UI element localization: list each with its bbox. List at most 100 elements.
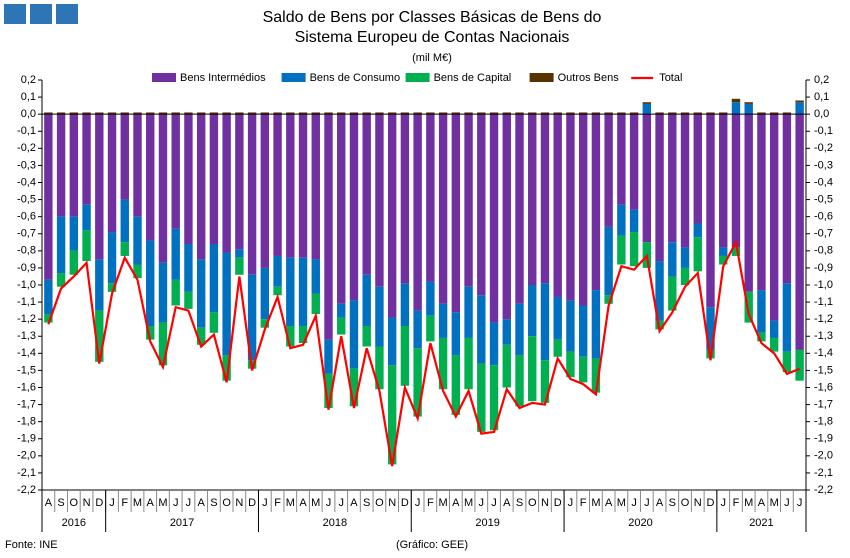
x-tick-label: J — [631, 497, 637, 509]
bar-segment — [273, 286, 282, 296]
bar-segment — [489, 322, 499, 366]
bar-segment — [107, 232, 117, 284]
bar-segment — [629, 112, 639, 115]
bar-segment — [426, 281, 435, 316]
bar-segment — [337, 114, 346, 304]
bar-segment — [260, 112, 270, 115]
bar-segment — [235, 257, 244, 275]
y-tick-label: -0,7 — [17, 228, 36, 240]
bar-segment — [95, 112, 104, 115]
bar-segment — [578, 356, 588, 383]
x-tick-label: N — [694, 497, 702, 509]
x-tick-label: J — [720, 497, 726, 509]
bar-segment — [719, 255, 728, 265]
total-line — [47, 238, 801, 467]
bar-segment — [528, 285, 537, 337]
bar-segment — [286, 326, 295, 347]
bar-segment — [375, 346, 384, 390]
bar-segment — [362, 112, 371, 115]
y-tick-label: 0,1 — [21, 91, 36, 103]
x-tick-label: J — [491, 497, 497, 509]
bar-segment — [769, 337, 779, 352]
bar-segment — [146, 326, 155, 340]
bar-segment — [44, 314, 53, 323]
bar-segment — [260, 319, 270, 328]
bar-segment — [69, 216, 79, 251]
logo-block — [4, 4, 26, 24]
y-tick-label: -0,1 — [17, 125, 36, 137]
bar-segment — [578, 112, 588, 115]
bar-segment — [247, 112, 257, 115]
bar-segment — [757, 332, 766, 342]
year-label: 2016 — [62, 517, 86, 529]
y-tick-label: -0,2 — [17, 142, 36, 154]
x-tick-label: M — [744, 497, 753, 509]
y-tick-label: -0,5 — [17, 193, 36, 205]
bar-segment — [464, 337, 473, 390]
bar-segment — [133, 112, 142, 115]
bar-segment — [617, 112, 626, 115]
year-label: 2021 — [749, 517, 773, 529]
x-tick-label: J — [415, 497, 421, 509]
bar-segment — [158, 112, 168, 115]
bar-segment — [82, 204, 91, 231]
bar-segment — [120, 199, 129, 243]
bar-segment — [464, 112, 473, 115]
bar-segment — [324, 112, 333, 115]
bar-segment — [222, 112, 231, 115]
bar-segment — [655, 112, 664, 115]
y2-tick-label: -0,9 — [814, 262, 833, 274]
bar-segment — [349, 112, 359, 115]
bar-segment — [528, 112, 537, 115]
bar-segment — [591, 114, 601, 291]
bar-segment — [426, 112, 435, 115]
bar-segment — [146, 112, 155, 115]
bar-segment — [693, 114, 702, 224]
bar-segment — [171, 114, 180, 229]
bar-segment — [337, 303, 346, 318]
bar-segment — [693, 112, 702, 115]
year-label: 2020 — [628, 517, 652, 529]
bar-segment — [120, 112, 129, 115]
bar-segment — [311, 112, 320, 115]
y-tick-label: -2,2 — [17, 484, 36, 496]
bar-segment — [477, 114, 486, 296]
y-tick-label: -1,3 — [17, 330, 36, 342]
y2-tick-label: -0,7 — [814, 228, 833, 240]
y2-tick-label: -0,2 — [814, 142, 833, 154]
bar-segment — [133, 216, 142, 265]
bar-segment — [706, 112, 715, 115]
bar-segment — [44, 114, 53, 280]
bar-segment — [413, 112, 422, 115]
bar-segment — [591, 112, 601, 115]
bar-segment — [362, 274, 371, 326]
bar-segment — [56, 273, 66, 287]
bar-segment — [591, 290, 601, 359]
bar-segment — [273, 112, 282, 115]
bar-segment — [617, 235, 626, 265]
bar-segment — [489, 365, 499, 431]
bar-segment — [477, 295, 486, 364]
bar-segment — [502, 344, 511, 388]
bar-segment — [82, 112, 91, 115]
y2-tick-label: 0,0 — [814, 108, 829, 120]
bar-segment — [286, 257, 295, 326]
y2-tick-label: -2,0 — [814, 450, 833, 462]
bar-segment — [158, 114, 168, 263]
bar-segment — [515, 303, 524, 356]
y2-tick-label: -1,0 — [814, 279, 833, 291]
bar-segment — [44, 112, 53, 115]
bar-segment — [400, 283, 410, 326]
bar-segment — [387, 365, 397, 465]
x-tick-label: O — [222, 497, 231, 509]
bar-segment — [540, 112, 550, 115]
bar-segment — [489, 114, 499, 323]
bar-segment — [298, 257, 308, 326]
bar-segment — [540, 283, 550, 361]
bar-segment — [719, 247, 728, 256]
bar-segment — [337, 112, 346, 115]
bar-segment — [337, 317, 346, 335]
bar-segment — [247, 114, 257, 275]
x-tick-label: F — [121, 497, 128, 509]
bar-segment — [82, 114, 91, 205]
